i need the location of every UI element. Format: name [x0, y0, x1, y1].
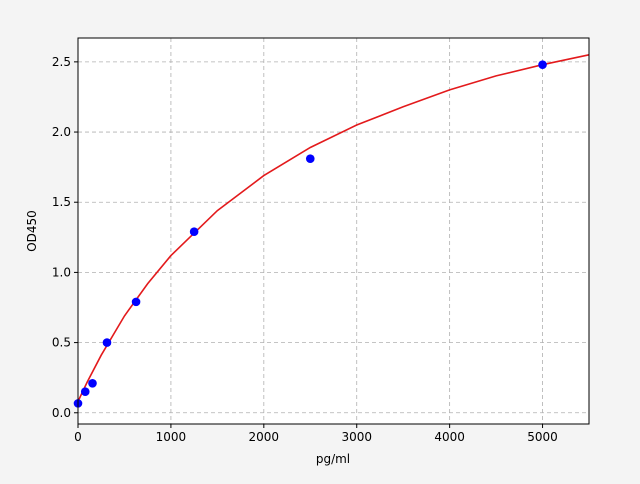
data-points-layer	[73, 60, 547, 408]
x-tick-label: 5000	[527, 430, 558, 444]
x-tick-label: 2000	[249, 430, 280, 444]
data-point	[80, 387, 90, 397]
x-tick-label: 3000	[341, 430, 372, 444]
data-point	[305, 154, 315, 164]
y-tick-label: 2.5	[52, 55, 71, 69]
y-axis-label: OD450	[25, 210, 39, 252]
data-point	[131, 297, 141, 307]
y-tick-label: 1.0	[52, 265, 71, 279]
x-axis-ticks: 0 1000 2000 3000 4000 5000	[74, 424, 558, 444]
x-tick-label: 4000	[434, 430, 465, 444]
x-axis-label: pg/ml	[316, 452, 350, 466]
y-tick-label: 1.5	[52, 195, 71, 209]
plot-area	[78, 38, 589, 424]
y-tick-label: 2.0	[52, 125, 71, 139]
data-point	[189, 227, 199, 237]
x-tick-label: 1000	[156, 430, 187, 444]
fit-curve-layer	[77, 54, 590, 402]
y-tick-label: 0.0	[52, 406, 71, 420]
data-point	[102, 338, 112, 347]
fit-curve-line	[77, 54, 590, 402]
plot-frame	[77, 37, 590, 425]
x-tick-label: 0	[74, 430, 82, 444]
grid	[77, 38, 589, 424]
y-axis-ticks: 0.0 0.5 1.0 1.5 2.0 2.5	[52, 55, 78, 420]
data-point	[88, 378, 97, 388]
data-point	[538, 60, 547, 69]
y-tick-label: 0.5	[52, 336, 71, 350]
